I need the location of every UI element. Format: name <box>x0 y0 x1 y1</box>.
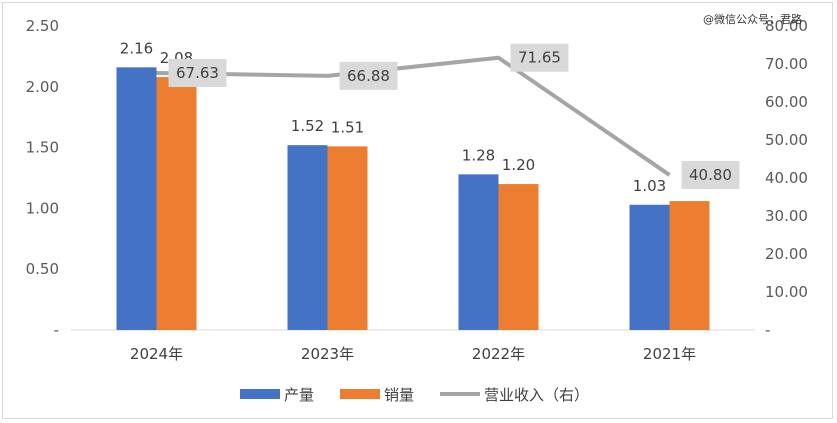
bar-data-label: 1.03 <box>633 177 666 195</box>
bar-output <box>629 204 670 330</box>
legend: 产量 销量 营业收入（右） <box>240 386 589 404</box>
bar-data-label: 1.51 <box>331 118 364 136</box>
bar-output <box>458 174 499 330</box>
y-right-tick-label: 70.00 <box>765 55 808 73</box>
y-right-tick-label: - <box>765 321 770 339</box>
legend-swatch <box>240 389 280 399</box>
chart-svg: - 0.50 1.00 1.50 2.00 2.50 - 10.00 20.00 30.00 40.… <box>26 12 808 404</box>
line-label-box <box>510 43 569 72</box>
line-label-box <box>339 61 398 90</box>
y-left-tick-label: 0.50 <box>26 260 59 278</box>
bars <box>116 67 710 331</box>
line-data-label: 67.63 <box>176 64 219 82</box>
line-data-label: 66.88 <box>347 67 390 85</box>
bar-sales <box>669 201 710 330</box>
y-left-tick-label: 1.00 <box>26 199 59 217</box>
x-tick-label: 2024年 <box>130 345 183 363</box>
line-label-box <box>168 59 227 88</box>
bar-sales <box>498 184 539 330</box>
y-left-tick-label: - <box>54 321 59 339</box>
y-right-tick-label: 30.00 <box>765 207 808 225</box>
watermark: @微信公众号：君路 <box>703 12 802 26</box>
bar-output <box>287 145 328 330</box>
y-right-tick-label: 50.00 <box>765 131 808 149</box>
bar-sales <box>327 146 368 330</box>
data-labels: 2.161.521.281.032.081.511.20167.6366.887… <box>120 39 740 195</box>
bar-data-label: 1.20 <box>502 156 535 174</box>
legend-label: 营业收入（右） <box>484 386 589 404</box>
legend-swatch <box>340 389 380 399</box>
revenue-line <box>156 55 671 177</box>
axes: - 0.50 1.00 1.50 2.00 2.50 - 10.00 20.00 30.00 40.… <box>26 17 808 363</box>
line-data-label: 40.80 <box>689 166 732 184</box>
bar-data-label: 1.52 <box>291 117 324 135</box>
y-left-tick-label: 1.50 <box>26 139 59 157</box>
bar-output <box>116 67 157 331</box>
chart-frame: - 0.50 1.00 1.50 2.00 2.50 - 10.00 20.00 30.00 40.… <box>2 2 833 419</box>
y-left-tick-label: 2.50 <box>26 17 59 35</box>
y-left-tick-label: 2.00 <box>26 78 59 96</box>
revenue-line-path <box>156 55 671 177</box>
bar-data-label: 2.16 <box>120 39 153 57</box>
line-data-label: 71.65 <box>518 49 561 67</box>
y-right-tick-label: 20.00 <box>765 245 808 263</box>
bar-data-label: 1.28 <box>462 146 495 164</box>
y-right-tick-label: 60.00 <box>765 93 808 111</box>
legend-label: 销量 <box>384 386 414 404</box>
x-tick-label: 2022年 <box>472 345 525 363</box>
x-tick-label: 2021年 <box>643 345 696 363</box>
y-right-tick-label: 10.00 <box>765 283 808 301</box>
y-right-tick-label: 40.00 <box>765 169 808 187</box>
bar-sales <box>156 77 197 331</box>
x-tick-label: 2023年 <box>301 345 354 363</box>
y-right-tick-label: 80.00 <box>765 17 808 35</box>
legend-label: 产量 <box>284 386 314 404</box>
line-label-box <box>681 160 740 189</box>
